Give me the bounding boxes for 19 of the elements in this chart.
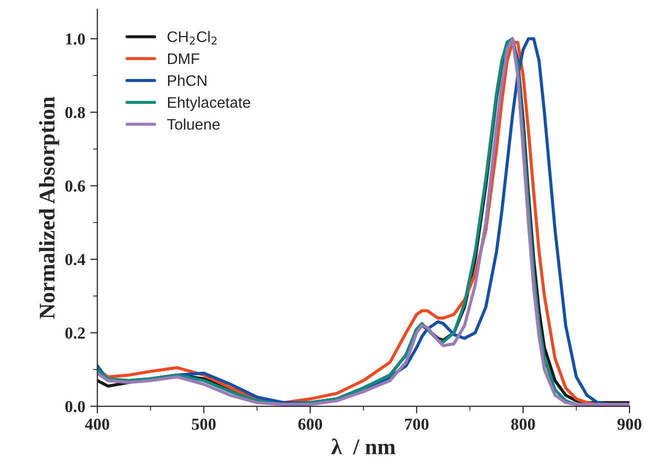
legend-label: PhCN: [168, 74, 206, 86]
x-tick-label: 400: [85, 418, 110, 430]
legend-label: DMF: [168, 53, 200, 64]
y-tick-label: 1.0: [66, 33, 85, 45]
legend-label: Toluene: [167, 118, 220, 130]
legend-label: CH$_{2}$Cl$_{2}$: [168, 30, 217, 45]
x-tick-label: 900: [617, 418, 642, 430]
x-axis-title: λ / nm: [331, 438, 396, 454]
x-tick-label: 800: [511, 418, 535, 430]
y-axis-title: Normalized Absorption: [39, 96, 60, 319]
legend-label: Ehtylacetate: [168, 96, 250, 111]
y-tick-label: 0.6: [65, 180, 86, 192]
y-tick-label: 0.2: [65, 327, 85, 339]
x-tick-label: 600: [298, 418, 322, 430]
y-tick-label: 0.4: [65, 254, 86, 266]
y-tick-label: 0.8: [65, 106, 85, 118]
y-tick-label: 0.0: [65, 400, 85, 412]
x-tick-label: 700: [405, 418, 429, 430]
x-tick-label: 500: [192, 418, 216, 430]
